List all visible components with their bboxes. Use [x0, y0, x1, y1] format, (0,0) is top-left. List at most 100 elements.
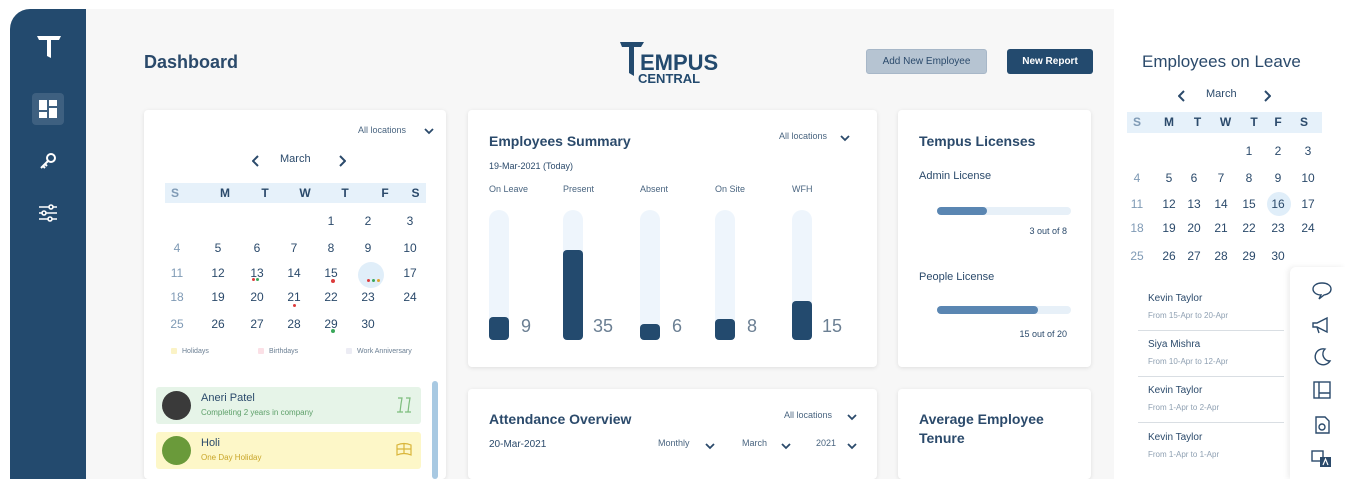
month-select[interactable]: March — [742, 438, 768, 448]
calendar-day[interactable]: 3 — [1304, 144, 1312, 158]
calendar-day[interactable]: 13 — [250, 266, 264, 280]
calendar-day[interactable]: 17 — [403, 266, 417, 280]
calendar-day[interactable]: 3 — [406, 214, 414, 228]
location-select[interactable]: All locations — [784, 410, 833, 420]
calendar-day[interactable]: 2 — [364, 214, 372, 228]
chevron-down-icon[interactable] — [424, 123, 434, 141]
chat-bubble-icon[interactable] — [1310, 279, 1334, 303]
calendar-day[interactable]: 28 — [287, 317, 301, 331]
settings-sliders-icon[interactable] — [32, 197, 64, 229]
calendar-day[interactable]: 25 — [170, 317, 184, 331]
prev-month-icon[interactable] — [251, 154, 260, 172]
calendar-day[interactable]: 26 — [211, 317, 225, 331]
calendar-day[interactable]: 9 — [1274, 171, 1282, 185]
calendar-day[interactable]: 19 — [211, 290, 225, 304]
year-select[interactable]: 2021 — [816, 438, 837, 448]
dashboard-nav-icon[interactable] — [32, 93, 64, 125]
add-employee-button[interactable]: Add New Employee — [866, 49, 987, 74]
calendar-day[interactable]: 6 — [1190, 171, 1198, 185]
event-item[interactable]: Aneri Patel Completing 2 years in compan… — [156, 387, 421, 424]
calendar-day[interactable]: 7 — [290, 241, 298, 255]
calendar-day[interactable]: 14 — [287, 266, 301, 280]
calendar-day[interactable]: 24 — [403, 290, 417, 304]
next-month-icon[interactable] — [338, 154, 347, 172]
bar-fill[interactable] — [640, 324, 660, 340]
calendar-day[interactable]: 1 — [1245, 144, 1253, 158]
key-nav-icon[interactable] — [32, 145, 64, 177]
calendar-day[interactable]: 10 — [403, 241, 417, 255]
calendar-day[interactable]: 12 — [1162, 197, 1176, 211]
calendar-day[interactable]: 23 — [1271, 221, 1285, 235]
calendar-day[interactable]: 25 — [1130, 249, 1144, 263]
leave-item[interactable]: Kevin Taylor From 15-Apr to 20-Apr — [1138, 285, 1284, 331]
calendar-day[interactable]: 4 — [173, 241, 181, 255]
calendar-day[interactable]: 28 — [1214, 249, 1228, 263]
calendar-day[interactable]: 6 — [253, 241, 261, 255]
calendar-day[interactable]: 27 — [250, 317, 264, 331]
tempus-logo-icon[interactable] — [34, 31, 64, 61]
calendar-day[interactable]: 9 — [364, 241, 372, 255]
calendar-day[interactable]: 4 — [1133, 171, 1141, 185]
calendar-day[interactable]: 29 — [324, 317, 338, 331]
settings-document-icon[interactable] — [1310, 413, 1334, 437]
layout-icon[interactable] — [1310, 378, 1334, 402]
new-report-button[interactable]: New Report — [1007, 49, 1093, 74]
calendar-day[interactable]: 5 — [1165, 171, 1173, 185]
calendar-day[interactable]: 8 — [1245, 171, 1253, 185]
calendar-day[interactable]: 7 — [1217, 171, 1225, 185]
moon-icon[interactable] — [1310, 345, 1334, 369]
calendar-day[interactable]: 10 — [1301, 171, 1315, 185]
calendar-day[interactable]: 14 — [1214, 197, 1228, 211]
leave-item[interactable]: Kevin Taylor From 1-Apr to 2-Apr — [1138, 377, 1284, 423]
next-month-icon[interactable] — [1263, 89, 1272, 107]
calendar-day[interactable]: 17 — [1301, 197, 1315, 211]
calendar-day[interactable]: 15 — [1242, 197, 1256, 211]
calendar-day[interactable]: 22 — [324, 290, 338, 304]
calendar-day[interactable]: 22 — [1242, 221, 1256, 235]
location-select[interactable]: All locations — [357, 125, 406, 135]
chevron-down-icon[interactable] — [705, 438, 715, 456]
calendar-day[interactable]: 16 — [1271, 197, 1285, 211]
bar-fill[interactable] — [489, 316, 509, 340]
calendar-day[interactable]: 30 — [361, 317, 375, 331]
calendar-day[interactable]: 19 — [1162, 221, 1176, 235]
calendar-day[interactable]: 26 — [1162, 249, 1176, 263]
bar-fill[interactable] — [715, 319, 735, 340]
calendar-day[interactable]: 12 — [211, 266, 225, 280]
megaphone-icon[interactable] — [1310, 313, 1334, 337]
event-item[interactable]: Holi One Day Holiday — [156, 432, 421, 469]
chevron-down-icon[interactable] — [847, 438, 857, 456]
calendar-day[interactable]: 20 — [1187, 221, 1201, 235]
calendar-day[interactable]: 8 — [327, 241, 335, 255]
calendar-day[interactable]: 21 — [287, 290, 301, 304]
calendar-day[interactable]: 1 — [327, 214, 335, 228]
calendar-day[interactable]: 30 — [1271, 249, 1285, 263]
calendar-day[interactable]: 18 — [1130, 221, 1144, 235]
calendar-day[interactable]: 21 — [1214, 221, 1228, 235]
calendar-day[interactable]: 23 — [361, 290, 375, 304]
calendar-day[interactable]: 2 — [1274, 144, 1282, 158]
chevron-down-icon[interactable] — [781, 438, 791, 456]
calendar-day[interactable]: 27 — [1187, 249, 1201, 263]
scrollbar[interactable] — [432, 381, 438, 479]
calendar-day[interactable]: 13 — [1187, 197, 1201, 211]
prev-month-icon[interactable] — [1177, 89, 1186, 107]
calendar-day[interactable]: 20 — [250, 290, 264, 304]
bar-fill[interactable] — [792, 301, 812, 340]
calendar-day[interactable]: 5 — [214, 241, 222, 255]
location-select[interactable]: All locations — [779, 131, 828, 141]
bar-fill[interactable] — [563, 250, 583, 340]
calendar-day[interactable]: 24 — [1301, 221, 1315, 235]
calendar-day[interactable]: 15 — [324, 266, 338, 280]
calendar-day[interactable]: 11 — [1130, 197, 1144, 211]
leave-item[interactable]: Siya Mishra From 10-Apr to 12-Apr — [1138, 331, 1284, 377]
translate-icon[interactable] — [1310, 447, 1334, 471]
chevron-down-icon[interactable] — [840, 130, 850, 148]
calendar-day[interactable]: 11 — [170, 266, 184, 280]
period-select[interactable]: Monthly — [658, 438, 690, 448]
calendar-day[interactable]: 18 — [170, 290, 184, 304]
leave-item[interactable]: Kevin Taylor From 1-Apr to 1-Apr — [1138, 424, 1284, 470]
chevron-down-icon[interactable] — [847, 409, 857, 427]
calendar-day[interactable]: 29 — [1242, 249, 1256, 263]
